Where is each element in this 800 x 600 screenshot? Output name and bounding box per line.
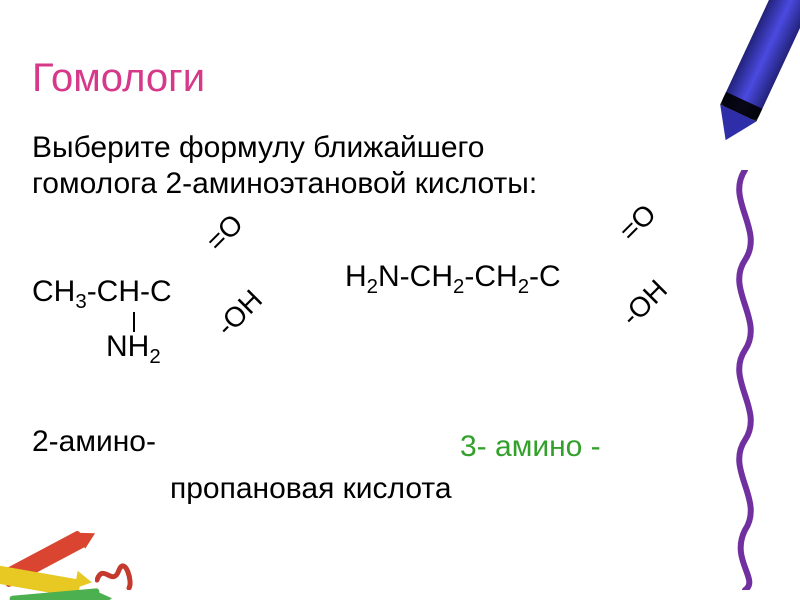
prompt-line-1: Выберите формулу ближайшего <box>32 131 485 164</box>
prompt-line-2: гомолога 2-аминоэтановой кислоты: <box>32 167 537 200</box>
scribble-decoration <box>95 560 135 590</box>
label-2-amino: 2-амино- <box>32 425 156 459</box>
formula-right-carboxyl-top: =O <box>613 198 663 248</box>
page-title: Гомологи <box>32 56 205 101</box>
formula-right-backbone: H2N-CH2-CH2-C <box>345 260 561 299</box>
bond-vertical <box>133 312 135 332</box>
prompt-text: Выберите формулу ближайшего гомолога 2-а… <box>32 130 672 202</box>
slide: Гомологи Выберите формулу ближайшего гом… <box>0 0 800 600</box>
formula-left-branch: NH2 <box>106 330 161 369</box>
crayon-decoration-top-right <box>707 0 800 149</box>
formula-right-carboxyl-bottom: -OH <box>615 274 674 333</box>
squiggle-decoration <box>720 170 770 590</box>
label-3-amino: 3- амино - <box>460 430 601 464</box>
formula-left-carboxyl-bottom: -OH <box>210 284 269 343</box>
formula-left-carboxyl-top: =O <box>200 208 250 258</box>
formula-left-backbone: CH3-CH-C <box>32 275 172 314</box>
label-propanoic-acid: пропановая кислота <box>170 472 452 506</box>
